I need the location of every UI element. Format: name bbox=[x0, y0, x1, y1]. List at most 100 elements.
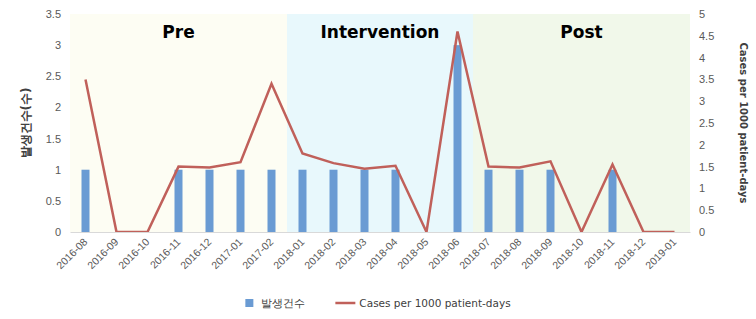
y2-axis: 0 0.5 1 1.5 2 2.5 3 3.5 4 4.5 5 bbox=[690, 8, 714, 238]
tick: 2016-10 bbox=[116, 232, 152, 271]
tick-label: 2016-10 bbox=[116, 235, 152, 271]
tick-mark bbox=[690, 167, 696, 168]
phase-band bbox=[473, 14, 690, 232]
tick: 2.5 bbox=[690, 117, 714, 129]
tick-mark bbox=[64, 76, 70, 77]
tick-mark bbox=[690, 14, 696, 15]
plot-area bbox=[82, 31, 675, 232]
tick-label: 2018-08 bbox=[488, 235, 524, 271]
tick-label: 3.5 bbox=[699, 73, 714, 85]
chart: PreInterventionPost00.511.522.533.500.51… bbox=[0, 0, 756, 319]
y2-axis-title: Cases per 1000 patient-days bbox=[738, 43, 749, 204]
tick-label: 2018-01 bbox=[271, 235, 307, 271]
tick-label: 2017-02 bbox=[240, 235, 276, 271]
tick: 2018-06 bbox=[426, 232, 462, 271]
bar bbox=[175, 170, 183, 232]
tick-label: 1.5 bbox=[46, 133, 61, 145]
bar bbox=[82, 170, 90, 232]
tick-label: 0 bbox=[55, 226, 61, 238]
line bbox=[86, 31, 675, 232]
tick-label: 5 bbox=[699, 8, 705, 20]
bar bbox=[454, 45, 462, 232]
tick-label: 3 bbox=[55, 39, 61, 51]
tick-label: 2016-11 bbox=[147, 235, 182, 270]
tick-label: 2.5 bbox=[46, 70, 61, 82]
tick: 0 bbox=[690, 226, 705, 238]
tick-label: 2016-09 bbox=[85, 235, 121, 271]
bar bbox=[547, 170, 555, 232]
legend-item: Cases per 1000 patient-days bbox=[335, 297, 510, 309]
tick: 0.5 bbox=[46, 195, 70, 207]
legend-item: 발생건수 bbox=[245, 297, 305, 309]
tick: 2016-11 bbox=[147, 232, 182, 271]
tick: 2018-09 bbox=[519, 232, 555, 271]
tick-mark bbox=[64, 201, 70, 202]
tick: 4.5 bbox=[690, 30, 714, 42]
phase-band bbox=[70, 14, 287, 232]
tick: 1.5 bbox=[690, 161, 714, 173]
tick: 4 bbox=[690, 52, 705, 64]
tick-label: 2018-03 bbox=[333, 235, 369, 271]
tick-mark bbox=[690, 188, 696, 189]
bar bbox=[237, 170, 245, 232]
tick-label: 2017-01 bbox=[209, 235, 245, 271]
tick-mark bbox=[64, 107, 70, 108]
tick: 2016-08 bbox=[54, 232, 90, 271]
tick-label: 2018-10 bbox=[550, 235, 586, 271]
tick-label: 1.5 bbox=[699, 161, 714, 173]
tick: 2 bbox=[55, 101, 70, 113]
tick: 2018-02 bbox=[302, 232, 338, 271]
tick: 2018-08 bbox=[488, 232, 524, 271]
bar bbox=[268, 170, 276, 232]
tick: 2017-02 bbox=[240, 232, 276, 271]
legend-label: Cases per 1000 patient-days bbox=[359, 297, 510, 309]
tick-label: 4 bbox=[699, 52, 705, 64]
tick-label: 2018-04 bbox=[364, 235, 400, 271]
tick: 2018-11 bbox=[581, 232, 616, 271]
legend: 발생건수 Cases per 1000 patient-days bbox=[245, 297, 510, 309]
tick: 3 bbox=[55, 39, 70, 51]
tick-mark bbox=[690, 101, 696, 102]
y-axis-title: 발생건수(수) bbox=[19, 88, 33, 159]
tick: 0.5 bbox=[690, 204, 714, 216]
bar bbox=[299, 170, 307, 232]
tick-mark bbox=[690, 123, 696, 124]
bar bbox=[392, 170, 400, 232]
tick: 2018-03 bbox=[333, 232, 369, 271]
tick: 3 bbox=[690, 95, 705, 107]
tick-mark bbox=[64, 139, 70, 140]
tick-label: 2018-07 bbox=[457, 235, 493, 271]
tick-label: 2 bbox=[699, 139, 705, 151]
tick-mark bbox=[690, 145, 696, 146]
bar bbox=[330, 170, 338, 232]
tick: 3.5 bbox=[46, 8, 70, 20]
tick-label: 0.5 bbox=[699, 204, 714, 216]
tick-label: 2016-12 bbox=[178, 235, 214, 271]
bar bbox=[485, 170, 493, 232]
axis-line bbox=[70, 15, 71, 233]
x-axis: 2016-082016-092016-102016-112016-122017-… bbox=[54, 232, 691, 271]
tick-label: 2018-12 bbox=[612, 235, 648, 271]
tick-mark bbox=[690, 58, 696, 59]
tick: 1 bbox=[690, 182, 705, 194]
phase-label: Post bbox=[560, 22, 602, 42]
tick-label: 2018-11 bbox=[581, 235, 616, 270]
legend-label: 발생건수 bbox=[261, 297, 305, 309]
tick-label: 2018-05 bbox=[395, 235, 431, 271]
tick-label: 2018-09 bbox=[519, 235, 555, 271]
tick: 2019-01 bbox=[643, 232, 679, 271]
tick-label: 2018-02 bbox=[302, 235, 338, 271]
tick-mark bbox=[690, 79, 696, 80]
y-axis: 00.511.522.533.5 bbox=[46, 8, 71, 238]
legend-swatch bbox=[245, 299, 253, 307]
tick-label: 2016-08 bbox=[54, 235, 90, 271]
tick: 2.5 bbox=[46, 70, 70, 82]
tick-label: 1 bbox=[699, 182, 705, 194]
tick: 2018-05 bbox=[395, 232, 431, 271]
bar bbox=[206, 170, 214, 232]
tick-mark bbox=[690, 36, 696, 37]
tick-label: 2018-06 bbox=[426, 235, 462, 271]
phase-label: Intervention bbox=[321, 22, 440, 42]
bar bbox=[516, 170, 524, 232]
tick-label: 3 bbox=[699, 95, 705, 107]
